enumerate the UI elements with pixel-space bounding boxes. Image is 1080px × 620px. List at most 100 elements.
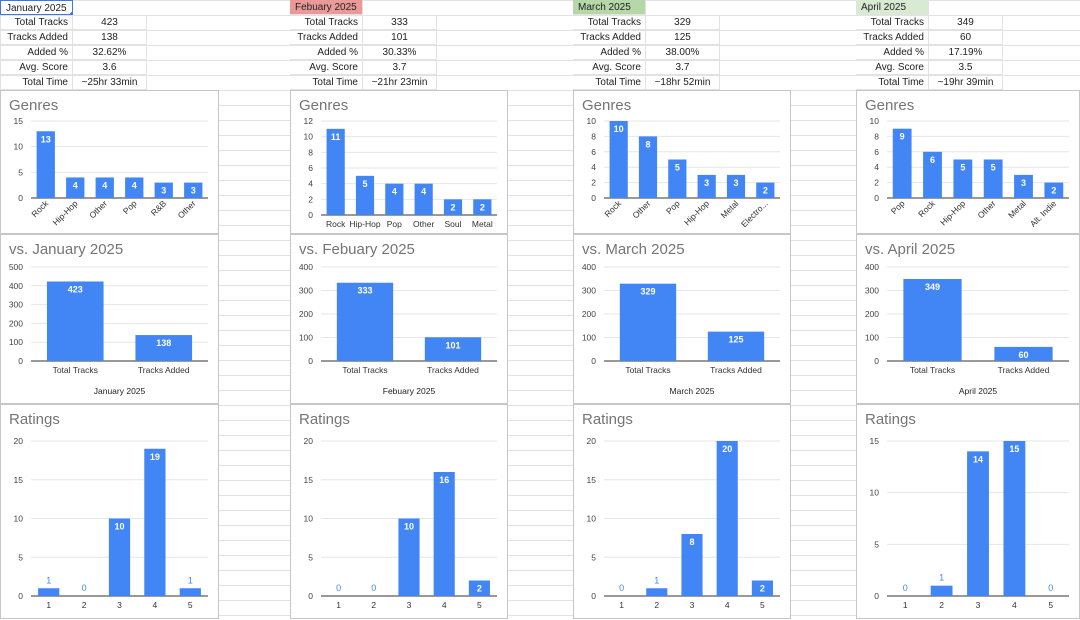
bar[interactable] — [716, 441, 738, 596]
stat-value-cell[interactable]: 101 — [363, 30, 437, 45]
stat-label-cell[interactable]: Tracks Added — [573, 30, 646, 45]
bar[interactable] — [1014, 174, 1033, 198]
stat-value-cell[interactable]: 3.7 — [363, 60, 437, 75]
stat-label-cell[interactable]: Avg. Score — [856, 60, 929, 75]
stat-label-cell[interactable]: Tracks Added — [0, 30, 73, 45]
stat-value-cell[interactable]: 333 — [363, 15, 437, 30]
bar[interactable] — [108, 518, 131, 597]
bar[interactable] — [443, 199, 463, 215]
bar[interactable] — [892, 128, 912, 198]
stat-label-cell[interactable]: Total Tracks — [0, 15, 73, 30]
stat-value-cell[interactable]: ~25hr 33min — [73, 75, 147, 90]
stat-label-cell[interactable]: Total Tracks — [290, 15, 363, 30]
stat-value-cell[interactable]: 30.33% — [363, 45, 437, 60]
genres-chart[interactable]: Genres 0 2 4 6 8 10 10 Rock 8 Other 5 Pop 3 Hip-Hop 3 Me… — [573, 90, 791, 234]
ratings-chart[interactable]: Ratings 0 5 10 15 0 1 1 2 14 3 15 4 0 5 — [856, 404, 1080, 619]
stat-value-cell[interactable]: 32.62% — [73, 45, 147, 60]
compare-chart[interactable]: vs. March 2025 0 100 200 300 400 329 Total Trac… — [573, 234, 791, 404]
bar[interactable] — [144, 448, 166, 596]
bar[interactable] — [1044, 182, 1064, 198]
stat-value-cell[interactable]: 3.5 — [929, 60, 1003, 75]
bar[interactable] — [707, 331, 765, 361]
stat-label-cell[interactable]: Total Time — [573, 75, 646, 90]
ratings-chart[interactable]: Ratings 0 5 10 15 20 0 1 0 2 10 3 16 4 2 5 — [290, 404, 508, 619]
bar[interactable] — [668, 159, 687, 199]
bar[interactable] — [751, 580, 773, 597]
compare-chart[interactable]: vs. Febuary 2025 0 100 200 300 400 333 Total Tr… — [290, 234, 508, 404]
bar[interactable] — [385, 183, 404, 215]
bar[interactable] — [994, 346, 1053, 361]
stat-label-cell[interactable]: Added % — [573, 45, 646, 60]
bar[interactable] — [38, 588, 60, 596]
stat-label-cell[interactable]: Avg. Score — [290, 60, 363, 75]
stat-value-cell[interactable]: 38.00% — [646, 45, 720, 60]
genres-chart[interactable]: Genres 0 2 4 6 8 10 12 11 Rock 5 Hip-Hop 4 Pop 4 Other 2… — [290, 90, 508, 234]
ratings-chart[interactable]: Ratings 0 5 10 15 20 1 1 0 2 10 3 19 4 1 5 — [0, 404, 219, 619]
ratings-chart[interactable]: Ratings 0 5 10 15 20 0 1 1 2 8 3 20 4 2 5 — [573, 404, 791, 619]
stat-value-cell[interactable]: ~21hr 23min — [363, 75, 437, 90]
stat-label-cell[interactable]: Total Time — [290, 75, 363, 90]
stat-label-cell[interactable]: Tracks Added — [856, 30, 929, 45]
bar[interactable] — [336, 282, 394, 361]
stat-value-cell[interactable]: 3.7 — [646, 60, 720, 75]
bar[interactable] — [903, 278, 962, 361]
bar[interactable] — [36, 131, 55, 198]
stat-value-cell[interactable]: ~18hr 52min — [646, 75, 720, 90]
stat-label-cell[interactable]: Added % — [0, 45, 73, 60]
stat-label-cell[interactable]: Total Time — [0, 75, 73, 90]
stat-label-cell[interactable]: Total Time — [856, 75, 929, 90]
bar[interactable] — [326, 128, 345, 215]
bar[interactable] — [967, 451, 989, 596]
stat-value-cell[interactable]: 3.6 — [73, 60, 147, 75]
stat-label-cell[interactable]: Total Tracks — [573, 15, 646, 30]
stat-value-cell[interactable]: 349 — [929, 15, 1003, 30]
stat-label-cell[interactable]: Avg. Score — [0, 60, 73, 75]
month-header-cell[interactable]: April 2025 — [856, 0, 929, 15]
bar[interactable] — [468, 580, 490, 597]
month-header-cell[interactable]: January 2025 — [0, 0, 73, 15]
genres-chart[interactable]: Genres 0 2 4 6 8 10 9 Pop 6 Rock 5 Hip-Hop 5 Other 3 Met… — [856, 90, 1080, 234]
bar[interactable] — [154, 182, 173, 198]
bar[interactable] — [1003, 441, 1026, 596]
stat-value-cell[interactable]: 423 — [73, 15, 147, 30]
bar[interactable] — [923, 151, 942, 198]
bar[interactable] — [424, 337, 482, 361]
stat-value-cell[interactable]: 138 — [73, 30, 147, 45]
bar[interactable] — [95, 177, 114, 198]
bar[interactable] — [609, 121, 628, 198]
stat-value-cell[interactable]: 60 — [929, 30, 1003, 45]
bar[interactable] — [646, 588, 668, 596]
bar[interactable] — [619, 283, 677, 361]
bar[interactable] — [726, 174, 746, 198]
bar[interactable] — [398, 518, 420, 597]
stat-value-cell[interactable]: 17.19% — [929, 45, 1003, 60]
compare-chart[interactable]: vs. April 2025 0 100 200 300 400 349 Total Trac… — [856, 234, 1080, 404]
bar[interactable] — [46, 281, 104, 361]
stat-value-cell[interactable]: 329 — [646, 15, 720, 30]
bar[interactable] — [638, 136, 658, 198]
bar[interactable] — [930, 585, 953, 596]
stat-label-cell[interactable]: Avg. Score — [573, 60, 646, 75]
bar[interactable] — [355, 175, 375, 215]
stat-label-cell[interactable]: Added % — [290, 45, 363, 60]
bar[interactable] — [135, 335, 193, 361]
bar[interactable] — [473, 199, 492, 215]
genres-chart[interactable]: Genres 0 5 10 15 13 Rock 4 Hip-Hop 4 Other 4 Pop 3 R&B… — [0, 90, 219, 234]
stat-label-cell[interactable]: Total Tracks — [856, 15, 929, 30]
bar[interactable] — [414, 183, 433, 215]
compare-chart[interactable]: vs. January 2025 0 100 200 300 400 500 423 Total… — [0, 234, 219, 404]
bar[interactable] — [179, 588, 201, 596]
bar[interactable] — [983, 159, 1003, 199]
bar[interactable] — [184, 182, 203, 198]
stat-value-cell[interactable]: 125 — [646, 30, 720, 45]
month-header-cell[interactable]: Febuary 2025 — [290, 0, 363, 15]
stat-value-cell[interactable]: ~19hr 39min — [929, 75, 1003, 90]
bar[interactable] — [125, 177, 144, 198]
bar[interactable] — [756, 182, 775, 198]
bar[interactable] — [681, 534, 703, 596]
stat-label-cell[interactable]: Tracks Added — [290, 30, 363, 45]
selection-handle[interactable] — [70, 12, 72, 14]
bar[interactable] — [953, 159, 973, 199]
month-header-cell[interactable]: March 2025 — [573, 0, 646, 15]
bar[interactable] — [433, 472, 455, 596]
